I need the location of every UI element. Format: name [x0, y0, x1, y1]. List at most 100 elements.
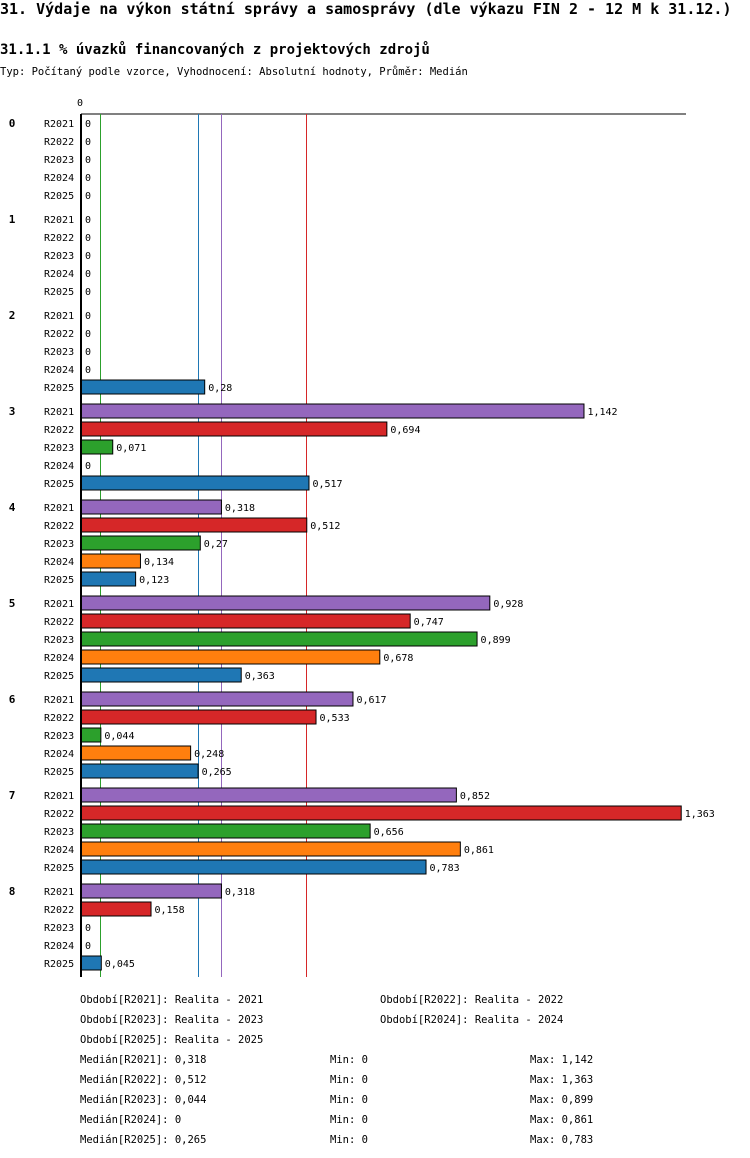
legend-median-r2023: Medián[R2023]: 0,044 [80, 1094, 207, 1106]
bar-r2025 [81, 475, 310, 491]
bar-r2021 [81, 403, 585, 419]
bar-r2022 [81, 709, 317, 725]
data-label: 0 [85, 461, 91, 472]
legend-period-r2023: Období[R2023]: Realita - 2023 [80, 1014, 264, 1026]
bar-r2023 [81, 535, 201, 551]
data-label: 0,265 [202, 767, 232, 778]
data-label: 0,617 [356, 695, 386, 706]
bar-r2025 [81, 571, 137, 587]
legend-min-r2024: Min: 0 [330, 1114, 368, 1126]
category-label: 7 [9, 789, 16, 802]
bar-r2024 [81, 841, 461, 857]
bar-r2025 [81, 667, 242, 683]
series-row-label: R2021 [44, 503, 74, 514]
bar-r2021 [81, 595, 491, 611]
data-label: 0 [85, 311, 91, 322]
category-label: 4 [9, 501, 16, 514]
series-row-label: R2024 [44, 557, 74, 568]
series-row-label: R2025 [44, 767, 74, 778]
data-label: 0,045 [105, 959, 135, 970]
data-label: 0 [85, 287, 91, 298]
data-label: 0 [85, 137, 91, 148]
category-label: 2 [9, 309, 16, 322]
page-title: 31. Výdaje na výkon státní správy a samo… [0, 0, 732, 18]
data-label: 0 [85, 329, 91, 340]
bar-r2025 [81, 763, 199, 779]
data-label: 0,656 [374, 827, 404, 838]
data-label: 0,363 [245, 671, 275, 682]
legend-median-r2021: Medián[R2021]: 0,318 [80, 1054, 207, 1066]
bar-r2021 [81, 499, 222, 515]
series-row-label: R2022 [44, 521, 74, 532]
series-row-label: R2021 [44, 119, 74, 130]
data-label: 0 [85, 155, 91, 166]
bar-r2021 [81, 691, 354, 707]
data-label: 0,134 [144, 557, 174, 568]
data-label: 0 [85, 941, 91, 952]
series-row-label: R2022 [44, 425, 74, 436]
data-label: 0 [85, 365, 91, 376]
series-row-label: R2025 [44, 383, 74, 394]
legend-median-r2022: Medián[R2022]: 0,512 [80, 1074, 207, 1086]
bar-r2024 [81, 745, 192, 761]
series-row-label: R2021 [44, 887, 74, 898]
legend-median-r2024: Medián[R2024]: 0 [80, 1114, 182, 1126]
bar-r2022 [81, 805, 682, 821]
legend-max-r2021: Max: 1,142 [530, 1054, 594, 1066]
legend-min-r2021: Min: 0 [330, 1054, 368, 1066]
data-label: 0 [85, 347, 91, 358]
bar-r2022 [81, 421, 388, 437]
chart-subtitle: 31.1.1 % úvazků financovaných z projekto… [0, 42, 430, 58]
series-row-label: R2022 [44, 905, 74, 916]
category-label: 6 [9, 693, 16, 706]
legend-max-r2024: Max: 0,861 [530, 1114, 594, 1126]
data-label: 0,044 [104, 731, 134, 742]
bar-r2022 [81, 901, 152, 917]
series-row-label: R2023 [44, 731, 74, 742]
bar-r2025 [81, 379, 206, 395]
data-label: 0 [85, 251, 91, 262]
series-row-label: R2021 [44, 407, 74, 418]
series-row-label: R2022 [44, 617, 74, 628]
series-row-label: R2022 [44, 233, 74, 244]
bar-r2025 [81, 859, 427, 875]
series-row-label: R2024 [44, 845, 74, 856]
series-row-label: R2025 [44, 863, 74, 874]
data-label: 0 [85, 173, 91, 184]
series-row-label: R2024 [44, 269, 74, 280]
legend-max-r2023: Max: 0,899 [530, 1094, 594, 1106]
series-row-label: R2023 [44, 827, 74, 838]
series-row-label: R2025 [44, 287, 74, 298]
bar-r2023 [81, 439, 114, 455]
series-row-label: R2021 [44, 599, 74, 610]
series-row-label: R2025 [44, 671, 74, 682]
legend-period-r2022: Období[R2022]: Realita - 2022 [380, 994, 564, 1006]
category-label: 3 [9, 405, 16, 418]
category-label: 0 [9, 117, 16, 130]
series-row-label: R2025 [44, 479, 74, 490]
series-row-label: R2024 [44, 941, 74, 952]
data-label: 0,318 [225, 887, 255, 898]
category-label: 5 [9, 597, 16, 610]
series-row-label: R2021 [44, 695, 74, 706]
data-label: 1,142 [587, 407, 617, 418]
data-label: 0,248 [194, 749, 224, 760]
bar-r2022 [81, 613, 411, 629]
legend-period-r2021: Období[R2021]: Realita - 2021 [80, 994, 264, 1006]
series-row-label: R2024 [44, 653, 74, 664]
legend-min-r2023: Min: 0 [330, 1094, 368, 1106]
data-label: 0,158 [155, 905, 185, 916]
data-label: 0 [85, 215, 91, 226]
data-label: 0,694 [390, 425, 420, 436]
series-row-label: R2023 [44, 251, 74, 262]
data-label: 1,363 [685, 809, 715, 820]
series-row-label: R2024 [44, 173, 74, 184]
data-label: 0,747 [414, 617, 444, 628]
data-label: 0,783 [430, 863, 460, 874]
data-label: 0 [85, 923, 91, 934]
data-label: 0 [85, 233, 91, 244]
data-label: 0,861 [464, 845, 494, 856]
bar-r2022 [81, 517, 308, 533]
legend-max-r2025: Max: 0,783 [530, 1134, 594, 1146]
